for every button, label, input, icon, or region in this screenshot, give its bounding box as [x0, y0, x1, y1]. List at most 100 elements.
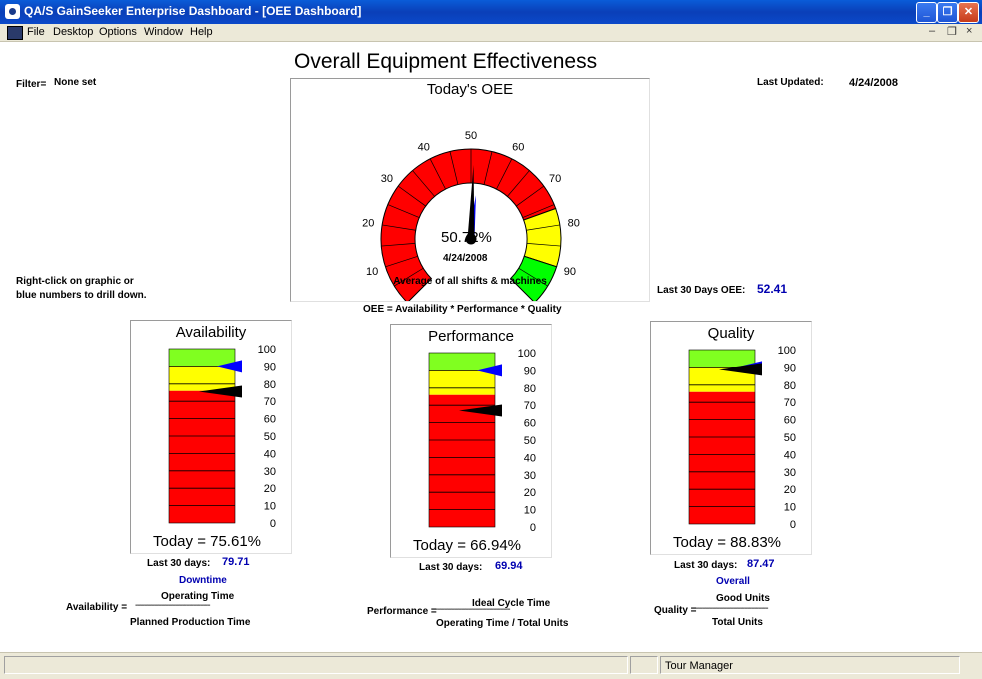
- bar-tick-label: 10: [784, 502, 796, 514]
- gauge-tick-mark: [524, 255, 557, 268]
- performance-last30-value[interactable]: 69.94: [495, 560, 523, 572]
- status-panel-tour-manager[interactable]: Tour Manager: [660, 656, 960, 674]
- availability-today: Today = 75.61%: [153, 533, 261, 550]
- bar-tick-label: 50: [524, 435, 536, 447]
- filter-label: Filter=: [16, 79, 47, 90]
- gauge-tick-mark: [381, 243, 416, 247]
- bar-tick-label: 70: [264, 396, 276, 408]
- hint-line-1: Right-click on graphic or: [16, 276, 134, 287]
- performance-title: Performance: [428, 328, 514, 345]
- bar-tick-label: 90: [784, 362, 796, 374]
- status-panel-main: [4, 656, 628, 674]
- quality-title: Quality: [707, 325, 755, 342]
- bar-yellow-zone: [429, 370, 495, 395]
- performance-panel[interactable]: Performance 100 90 80 70 60 50 40 30 20 10 0 Today…: [390, 324, 552, 558]
- gauge-tick-label: 80: [568, 218, 580, 230]
- availability-denominator: Planned Production Time: [130, 617, 251, 628]
- mdi-close-button[interactable]: ×: [966, 25, 973, 37]
- gauge-tick-mark: [385, 255, 418, 268]
- last-updated-value: 4/24/2008: [849, 77, 898, 89]
- bar-tick-label: 60: [784, 415, 796, 427]
- gauge-tick-mark: [522, 204, 555, 218]
- oee-gauge-value: 50.72%: [441, 229, 492, 246]
- gauge-tick-label: 40: [418, 141, 430, 153]
- menu-help[interactable]: Help: [190, 26, 213, 38]
- bar-tick-label: 90: [264, 361, 276, 373]
- bar-tick-label: 40: [524, 452, 536, 464]
- menu-desktop[interactable]: Desktop: [53, 26, 94, 38]
- performance-formula-name: Performance =: [367, 606, 437, 617]
- quality-today: Today = 88.83%: [673, 534, 781, 551]
- window-title: QA/S GainSeeker Enterprise Dashboard - […: [24, 4, 362, 18]
- bar-tick-label: 80: [524, 383, 536, 395]
- bar-outline: [428, 352, 496, 528]
- hint-line-2: blue numbers to drill down.: [16, 290, 147, 301]
- oee-gauge-title: Today's OEE: [426, 81, 514, 98]
- oee-gauge-date: 4/24/2008: [443, 253, 488, 264]
- quality-last30-value[interactable]: 87.47: [747, 558, 775, 570]
- bar-green-zone: [169, 349, 235, 367]
- bar-tick-label: 60: [264, 414, 276, 426]
- gauge-tick-label: 20: [362, 218, 374, 230]
- gauge-hub: [465, 233, 477, 245]
- oee-gauge[interactable]: 0102030405060708090100: [291, 79, 649, 301]
- performance-today: Today = 66.94%: [413, 537, 521, 554]
- gauge-tick-mark: [516, 185, 545, 207]
- app-icon[interactable]: [5, 4, 20, 19]
- status-bar: Tour Manager: [0, 652, 982, 679]
- bar-tick-label: 80: [264, 379, 276, 391]
- bar-tick-label: 40: [264, 448, 276, 460]
- gauge-tick-mark: [397, 185, 426, 207]
- performance-denominator: Operating Time / Total Units: [436, 618, 569, 629]
- bar-tick-label: 10: [524, 505, 536, 517]
- bar-tick-label: 0: [270, 518, 276, 530]
- gauge-tick-mark: [449, 151, 459, 185]
- minimize-button[interactable]: _: [916, 2, 937, 23]
- menu-window[interactable]: Window: [144, 26, 184, 38]
- quality-panel[interactable]: Quality 100 90 80 70 60 50 40 30 20 10 0 Today = 8…: [650, 321, 812, 555]
- title-bar: QA/S GainSeeker Enterprise Dashboard - […: [0, 0, 982, 24]
- oee-gauge-caption: Average of all shifts & machines: [393, 276, 547, 287]
- mdi-minimize-button[interactable]: –: [929, 25, 936, 37]
- gauge-tick-mark: [382, 224, 416, 231]
- document-icon[interactable]: [7, 26, 23, 40]
- bar-tick-label: 80: [784, 380, 796, 392]
- restore-button[interactable]: ❐: [937, 2, 958, 23]
- bar-red-zone: [689, 391, 755, 524]
- performance-divider: --------------------------------: [435, 604, 511, 615]
- bar-today-marker: [459, 404, 502, 417]
- bar-tick-label: 20: [524, 487, 536, 499]
- mdi-restore-button[interactable]: ❐: [947, 26, 957, 38]
- menu-options[interactable]: Options: [99, 26, 137, 38]
- quality-numerator: Good Units: [716, 593, 770, 604]
- bar-green-zone: [429, 353, 495, 371]
- bar-tick-label: 100: [258, 344, 276, 356]
- gauge-tick-mark: [429, 158, 446, 190]
- last-updated-label: Last Updated:: [757, 77, 824, 88]
- quality-drilldown-link[interactable]: Overall: [716, 576, 750, 587]
- quality-divider: --------------------------------: [693, 603, 769, 614]
- quality-last30-label: Last 30 days:: [674, 560, 738, 571]
- gauge-tick-mark: [387, 204, 420, 218]
- gauge-tick-label: 90: [564, 266, 576, 278]
- menu-file[interactable]: File: [27, 26, 45, 38]
- oee-gauge-panel[interactable]: Today's OEE 0102030405060708090100 50.72…: [290, 78, 650, 302]
- bar-today-marker: [199, 385, 242, 398]
- availability-drilldown-link[interactable]: Downtime: [179, 575, 227, 586]
- bar-tick-label: 30: [264, 466, 276, 478]
- last30-oee-value[interactable]: 52.41: [757, 282, 788, 296]
- bar-tick-label: 0: [790, 519, 796, 531]
- bar-tick-label: 50: [264, 431, 276, 443]
- gauge-tick-label: 60: [512, 141, 524, 153]
- bar-tick-label: 20: [784, 484, 796, 496]
- availability-panel[interactable]: Availability 100 90 80 70 60 50 40 30 20 10 0 Toda…: [130, 320, 292, 554]
- page-title: Overall Equipment Effectiveness: [294, 50, 598, 73]
- availability-last30-value[interactable]: 79.71: [222, 556, 250, 568]
- gauge-tick-mark: [496, 158, 513, 190]
- close-button[interactable]: ✕: [958, 2, 979, 23]
- availability-divider: --------------------------------: [135, 600, 211, 611]
- filter-value[interactable]: None set: [54, 77, 97, 88]
